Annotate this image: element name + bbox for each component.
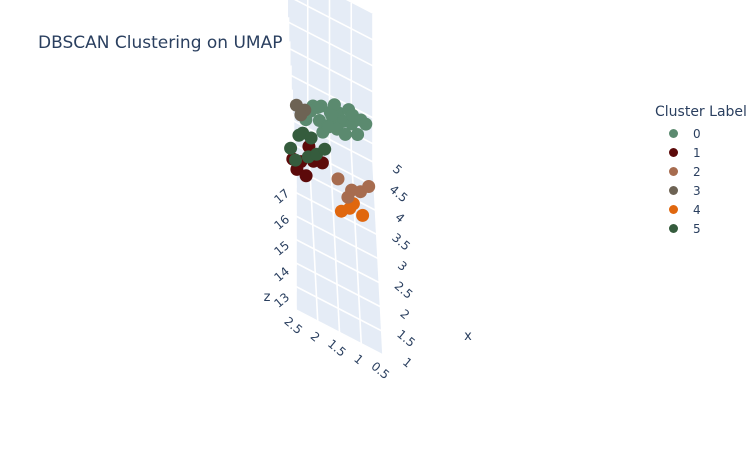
legend-swatch xyxy=(669,167,678,176)
legend-label: 1 xyxy=(693,145,701,160)
x-axis-title: x xyxy=(464,329,472,344)
axis-titles: xz xyxy=(264,290,473,344)
legend-title: Cluster Label xyxy=(655,104,747,120)
y-gridline xyxy=(350,150,363,344)
legend-label: 4 xyxy=(693,202,701,217)
z-tick-label: 16 xyxy=(271,212,292,233)
legend-swatch xyxy=(669,129,678,138)
data-point-cluster-5[interactable] xyxy=(304,131,318,145)
x-tick-label: 4.5 xyxy=(387,182,411,205)
legend-label: 0 xyxy=(693,126,701,141)
z-gridline xyxy=(285,98,297,292)
x-tick-label: 1.5 xyxy=(394,327,418,350)
z-gridline xyxy=(285,20,297,214)
z-axis-title: z xyxy=(264,290,271,305)
legend-swatch xyxy=(669,224,678,233)
data-point-cluster-0[interactable] xyxy=(359,117,373,131)
legend-swatch xyxy=(669,205,678,214)
z-tick-label: 15 xyxy=(271,238,292,259)
y-tick-label: 1.5 xyxy=(325,337,349,360)
z-gridline xyxy=(285,72,374,119)
x-tick-label: 3 xyxy=(395,258,410,274)
data-points[interactable] xyxy=(284,98,376,222)
legend-item-1[interactable]: 1 xyxy=(655,143,747,162)
legend-label: 5 xyxy=(693,221,701,236)
legend-item-2[interactable]: 2 xyxy=(655,162,747,181)
legend: Cluster Label 0 1 2 3 4 5 xyxy=(655,104,747,238)
z-tick-label: 14 xyxy=(271,264,292,285)
legend-swatch xyxy=(669,186,678,195)
data-point-cluster-5[interactable] xyxy=(289,153,302,167)
data-point-cluster-5[interactable] xyxy=(284,141,298,155)
data-point-cluster-0[interactable] xyxy=(338,127,352,141)
legend-item-3[interactable]: 3 xyxy=(655,181,747,200)
y-gridline xyxy=(372,161,384,356)
x-tick-label: 2.5 xyxy=(392,279,416,302)
x-tick-label: 1 xyxy=(400,355,415,371)
data-point-cluster-0[interactable] xyxy=(327,98,341,112)
z-gridline xyxy=(293,0,374,41)
data-point-cluster-2[interactable] xyxy=(362,180,376,193)
z-tick-label: 13 xyxy=(271,290,292,311)
data-point-cluster-2[interactable] xyxy=(341,190,355,204)
data-point-cluster-3[interactable] xyxy=(294,108,308,122)
data-point-cluster-5[interactable] xyxy=(318,142,332,156)
legend-item-4[interactable]: 4 xyxy=(655,200,747,219)
legend-item-5[interactable]: 5 xyxy=(655,219,747,238)
x-tick-label: 4 xyxy=(392,210,407,226)
data-point-cluster-0[interactable] xyxy=(325,108,339,122)
x-tick-label: 5 xyxy=(390,162,405,178)
legend-items: 0 1 2 3 4 5 xyxy=(655,124,747,238)
legend-item-0[interactable]: 0 xyxy=(655,124,747,143)
data-point-cluster-4[interactable] xyxy=(356,208,370,222)
data-point-cluster-4[interactable] xyxy=(343,201,357,215)
y-gridline xyxy=(328,139,341,333)
z-gridline xyxy=(285,46,374,93)
legend-label: 3 xyxy=(693,183,701,198)
data-point-cluster-1[interactable] xyxy=(299,169,313,183)
data-point-cluster-2[interactable] xyxy=(331,172,345,186)
z-gridline xyxy=(285,20,374,67)
x-tick-label: 2 xyxy=(397,307,412,323)
y-tick-label: 2 xyxy=(308,329,323,345)
data-point-cluster-0[interactable] xyxy=(351,128,365,141)
legend-label: 2 xyxy=(693,164,701,179)
y-tick-label: 1 xyxy=(351,352,366,368)
legend-swatch xyxy=(669,148,678,157)
y-tick-label: 0.5 xyxy=(369,359,393,382)
y-tick-label: 2.5 xyxy=(282,314,306,337)
chart-title: DBSCAN Clustering on UMAP xyxy=(38,33,283,53)
x-tick-label: 3.5 xyxy=(389,230,413,253)
